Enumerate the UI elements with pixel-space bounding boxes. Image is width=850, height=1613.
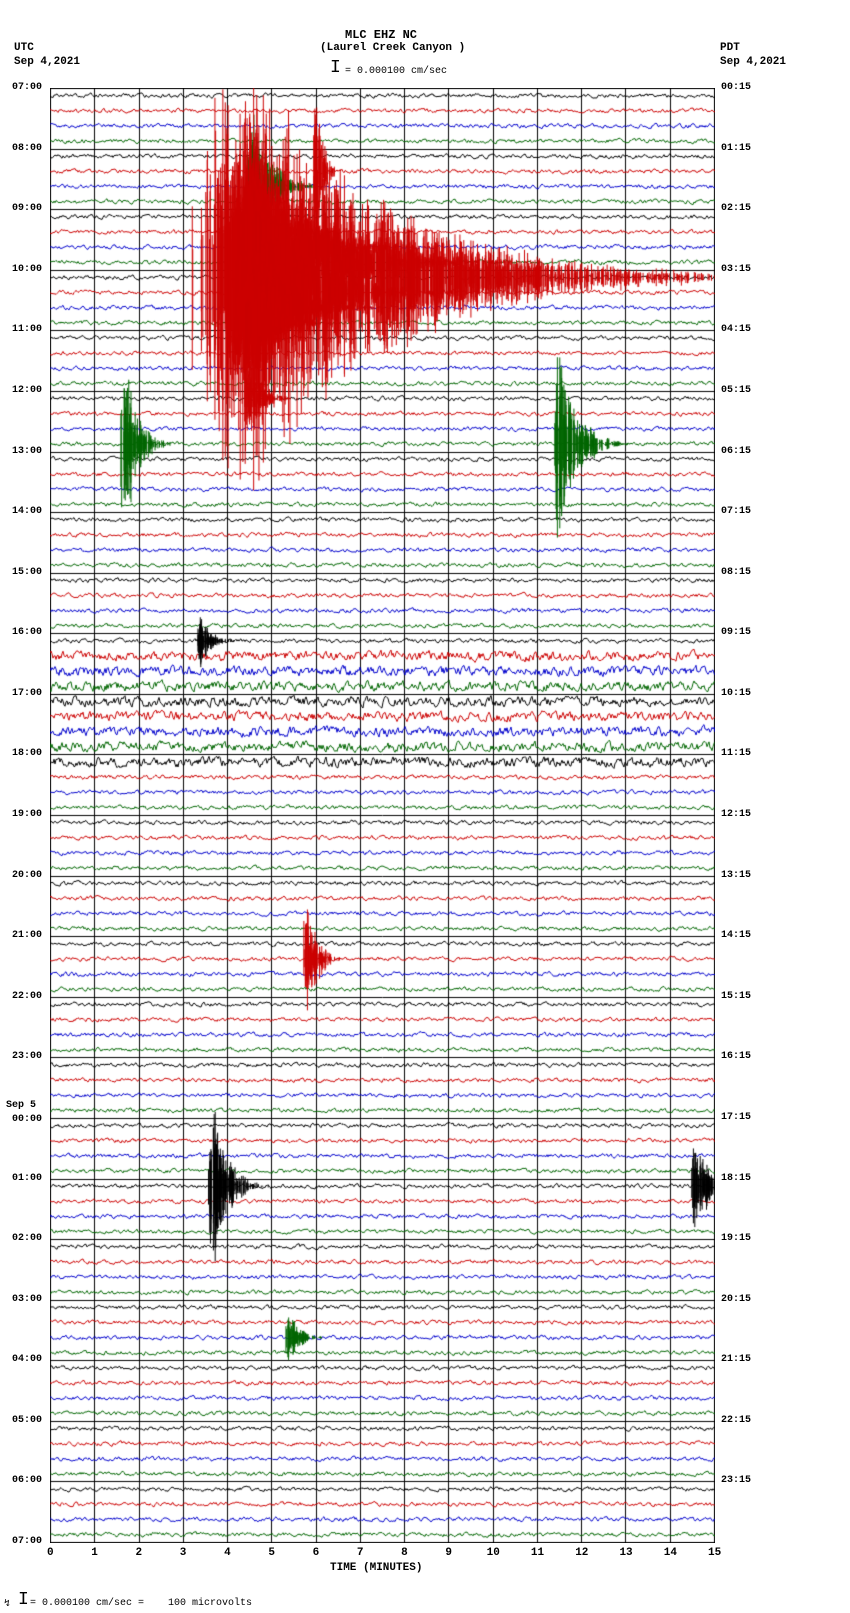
pdt-hour-16: 16:15 xyxy=(721,1051,751,1062)
xaxis-tick-9: 9 xyxy=(445,1547,452,1559)
xaxis-tick-10: 10 xyxy=(487,1547,500,1559)
scale-ibar-top: I xyxy=(330,58,341,78)
calibration-footer: = 0.000100 cm/sec = 100 microvolts xyxy=(30,1598,252,1609)
utc-hour-5: 12:00 xyxy=(12,385,42,396)
utc-hour-6: 13:00 xyxy=(12,446,42,457)
utc-day2-label: Sep 5 xyxy=(6,1100,36,1111)
utc-hour-10: 17:00 xyxy=(12,688,42,699)
utc-hour-15: 22:00 xyxy=(12,991,42,1002)
pdt-hour-6: 06:15 xyxy=(721,446,751,457)
utc-hour-24: 07:00 xyxy=(12,1536,42,1547)
pdt-hour-9: 09:15 xyxy=(721,627,751,638)
pdt-hour-22: 22:15 xyxy=(721,1415,751,1426)
utc-hour-8: 15:00 xyxy=(12,567,42,578)
pdt-hour-7: 07:15 xyxy=(721,506,751,517)
pdt-hour-1: 01:15 xyxy=(721,143,751,154)
xaxis-tick-15: 15 xyxy=(708,1547,721,1559)
station-location: (Laurel Creek Canyon ) xyxy=(320,42,465,54)
utc-hour-4: 11:00 xyxy=(12,324,42,335)
pdt-hour-5: 05:15 xyxy=(721,385,751,396)
utc-hour-17: 00:00 xyxy=(12,1114,42,1125)
xaxis-tick-6: 6 xyxy=(313,1547,320,1559)
pdt-hour-19: 19:15 xyxy=(721,1233,751,1244)
xaxis-tick-0: 0 xyxy=(47,1547,54,1559)
xaxis-tick-1: 1 xyxy=(91,1547,98,1559)
scale-ibar-bottom: I xyxy=(18,1590,29,1610)
date-left: Sep 4,2021 xyxy=(14,56,80,68)
pdt-hour-10: 10:15 xyxy=(721,688,751,699)
xaxis-tick-12: 12 xyxy=(575,1547,588,1559)
utc-hour-14: 21:00 xyxy=(12,930,42,941)
pdt-hour-2: 02:15 xyxy=(721,203,751,214)
utc-hour-0: 07:00 xyxy=(12,82,42,93)
pdt-hour-12: 12:15 xyxy=(721,809,751,820)
pdt-hour-15: 15:15 xyxy=(721,991,751,1002)
utc-hour-13: 20:00 xyxy=(12,870,42,881)
utc-hour-22: 05:00 xyxy=(12,1415,42,1426)
xaxis-tick-5: 5 xyxy=(268,1547,275,1559)
pdt-hour-23: 23:15 xyxy=(721,1475,751,1486)
utc-hour-12: 19:00 xyxy=(12,809,42,820)
utc-hour-9: 16:00 xyxy=(12,627,42,638)
utc-hour-11: 18:00 xyxy=(12,748,42,759)
pdt-hour-11: 11:15 xyxy=(721,748,751,759)
utc-hour-23: 06:00 xyxy=(12,1475,42,1486)
xaxis-tick-13: 13 xyxy=(619,1547,632,1559)
xaxis-tick-3: 3 xyxy=(180,1547,187,1559)
pdt-hour-13: 13:15 xyxy=(721,870,751,881)
utc-hour-1: 08:00 xyxy=(12,143,42,154)
utc-hour-18: 01:00 xyxy=(12,1173,42,1184)
utc-hour-2: 09:00 xyxy=(12,203,42,214)
pdt-hour-8: 08:15 xyxy=(721,567,751,578)
pdt-hour-0: 00:15 xyxy=(721,82,751,93)
utc-hour-16: 23:00 xyxy=(12,1051,42,1062)
seismogram-traces xyxy=(50,88,715,1543)
utc-hour-3: 10:00 xyxy=(12,264,42,275)
pdt-hour-21: 21:15 xyxy=(721,1354,751,1365)
xaxis-tick-4: 4 xyxy=(224,1547,231,1559)
seismogram-page: MLC EHZ NC (Laurel Creek Canyon ) UTC Se… xyxy=(0,0,850,1613)
pdt-hour-3: 03:15 xyxy=(721,264,751,275)
date-right: Sep 4,2021 xyxy=(720,56,786,68)
utc-hour-19: 02:00 xyxy=(12,1233,42,1244)
tz-left: UTC xyxy=(14,42,34,54)
scale-text: = 0.000100 cm/sec xyxy=(345,66,447,77)
utc-hour-21: 04:00 xyxy=(12,1354,42,1365)
pdt-hour-4: 04:15 xyxy=(721,324,751,335)
utc-hour-7: 14:00 xyxy=(12,506,42,517)
utc-hour-20: 03:00 xyxy=(12,1294,42,1305)
pdt-hour-18: 18:15 xyxy=(721,1173,751,1184)
scale-tick-bottom: ↯ xyxy=(4,1598,10,1610)
xaxis-tick-2: 2 xyxy=(136,1547,143,1559)
station-code: MLC EHZ NC xyxy=(345,28,417,42)
pdt-hour-17: 17:15 xyxy=(721,1112,751,1123)
pdt-hour-20: 20:15 xyxy=(721,1294,751,1305)
xaxis-label: TIME (MINUTES) xyxy=(330,1562,422,1574)
xaxis-tick-7: 7 xyxy=(357,1547,364,1559)
tz-right: PDT xyxy=(720,42,740,54)
xaxis-tick-8: 8 xyxy=(401,1547,408,1559)
xaxis-tick-11: 11 xyxy=(531,1547,544,1559)
xaxis-tick-14: 14 xyxy=(664,1547,677,1559)
pdt-hour-14: 14:15 xyxy=(721,930,751,941)
